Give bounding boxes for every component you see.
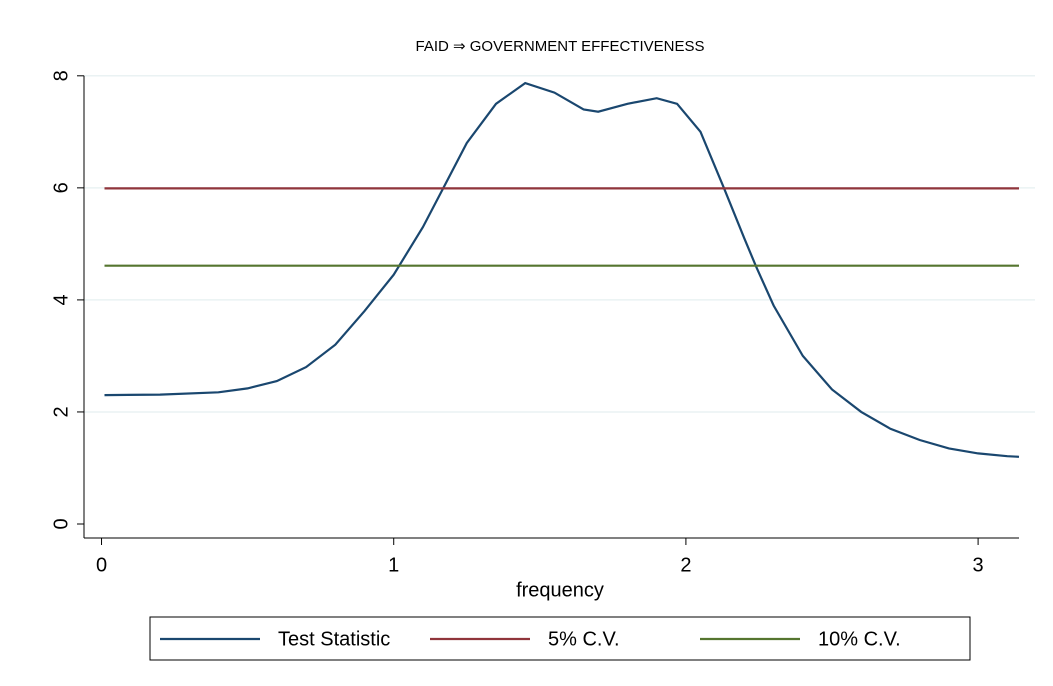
- x-axis-label: frequency: [516, 579, 604, 601]
- y-tick-label: 4: [50, 294, 72, 305]
- legend: Test Statistic 5% C.V. 10% C.V.: [160, 628, 901, 650]
- x-tick-label: 3: [973, 554, 984, 576]
- y-tick-label: 0: [50, 518, 72, 529]
- y-tick-label: 6: [50, 182, 72, 193]
- legend-label: Test Statistic: [278, 628, 390, 650]
- x-tick-label: 1: [388, 554, 399, 576]
- x-tick-label: 0: [96, 554, 107, 576]
- legend-label: 5% C.V.: [548, 628, 620, 650]
- legend-label: 10% C.V.: [818, 628, 901, 650]
- legend-box: [149, 616, 971, 661]
- y-tick-label: 2: [50, 406, 72, 417]
- x-tick-label: 2: [680, 554, 691, 576]
- series-line: [104, 81, 1020, 458]
- chart-title: FAID ⇒ GOVERNMENT EFFECTIVENESS: [416, 38, 705, 55]
- y-tick-label: 8: [50, 70, 72, 81]
